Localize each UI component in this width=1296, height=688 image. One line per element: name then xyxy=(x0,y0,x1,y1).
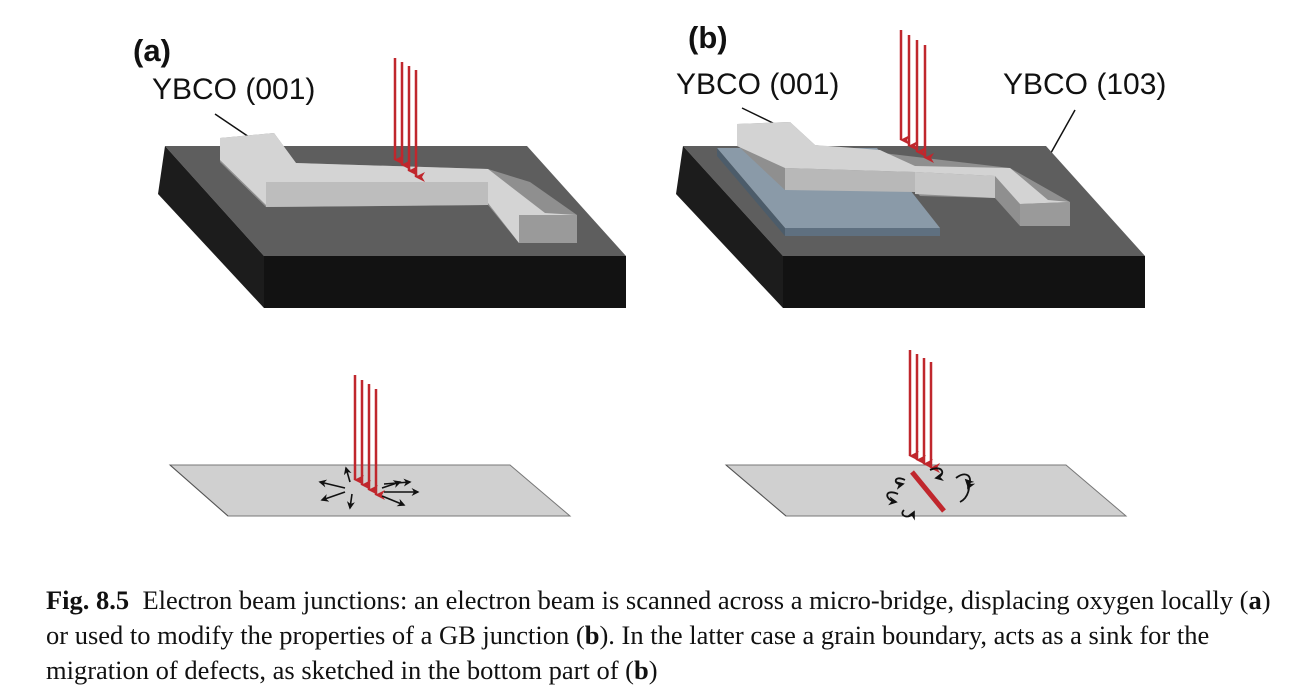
panel-a-film-label: YBCO (001) xyxy=(152,73,315,106)
panel-a-oxygen-displacement-arrows xyxy=(318,466,420,510)
panel-a: (a) YBCO (001) xyxy=(133,33,626,517)
figure-illustration: (a) YBCO (001) xyxy=(133,20,1166,521)
caption-ref-a: a xyxy=(1248,584,1262,615)
panel-a-label: (a) xyxy=(133,33,171,68)
panel-a-label-leader xyxy=(214,113,253,140)
caption-ref-b1: b xyxy=(584,619,600,650)
panel-a-ybco-bridge xyxy=(220,133,577,243)
figure-caption: Fig. 8.5 Electron beam junctions: an ele… xyxy=(46,583,1276,688)
caption-text-4: ) xyxy=(648,654,658,685)
panel-b-grain-boundary xyxy=(910,470,946,513)
caption-text-2: ) or used to modify the properties of a … xyxy=(46,584,1271,650)
panel-b-ybco-bridge xyxy=(737,122,1070,226)
panel-b-defect-migration-arrows xyxy=(886,467,976,521)
panel-b-left-label-leader xyxy=(741,107,776,125)
caption-ref-b2: b xyxy=(633,654,649,685)
panel-b-beam-sketch xyxy=(908,350,940,473)
caption-text-1: Electron beam junctions: an electron bea… xyxy=(142,584,1249,615)
panel-b-film-label-right: YBCO (103) xyxy=(1003,68,1166,101)
caption-fig-number: Fig. 8.5 xyxy=(46,584,130,615)
panel-a-electron-beam xyxy=(393,58,425,182)
panel-b-film-label-left: YBCO (001) xyxy=(676,68,839,101)
panel-a-beam-sketch xyxy=(353,375,385,500)
panel-b-electron-beam xyxy=(899,30,934,163)
panel-b: (b) YBCO (001) YBCO (103) xyxy=(676,20,1166,521)
panel-b-label: (b) xyxy=(688,20,728,55)
